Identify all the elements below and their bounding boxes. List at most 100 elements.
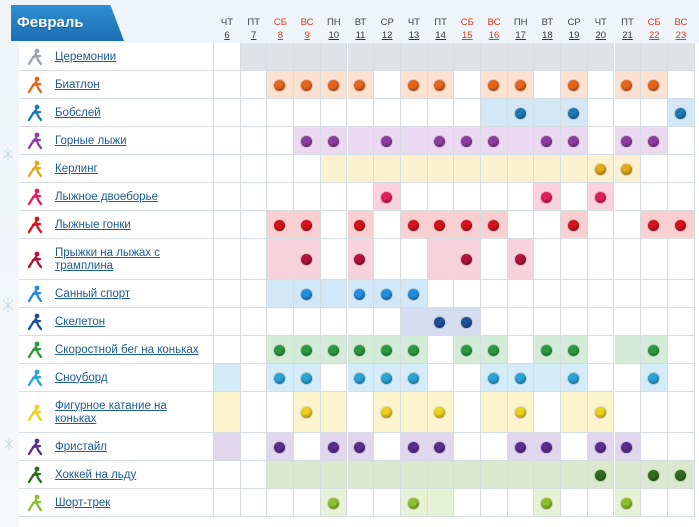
schedule-cell[interactable] (214, 127, 241, 155)
schedule-cell[interactable] (587, 461, 615, 489)
schedule-cell[interactable] (374, 364, 401, 392)
event-dot[interactable] (648, 219, 660, 231)
schedule-cell[interactable] (561, 155, 588, 183)
schedule-cell[interactable] (240, 183, 268, 211)
schedule-cell[interactable] (454, 392, 481, 433)
schedule-cell[interactable] (534, 336, 562, 364)
event-dot[interactable] (621, 497, 633, 509)
event-dot[interactable] (648, 79, 660, 91)
event-dot[interactable] (327, 135, 339, 147)
schedule-cell[interactable] (320, 392, 348, 433)
schedule-cell[interactable] (507, 155, 535, 183)
schedule-cell[interactable] (614, 239, 642, 280)
event-dot[interactable] (514, 254, 526, 265)
schedule-cell[interactable] (320, 99, 348, 127)
schedule-cell[interactable] (667, 392, 695, 433)
schedule-cell[interactable] (587, 211, 615, 239)
day-number-link[interactable]: 13 (408, 30, 420, 41)
schedule-cell[interactable] (481, 43, 508, 71)
schedule-cell[interactable] (347, 336, 375, 364)
event-dot[interactable] (300, 288, 312, 300)
schedule-cell[interactable] (294, 280, 321, 308)
schedule-cell[interactable] (667, 308, 695, 336)
schedule-cell[interactable] (454, 211, 481, 239)
schedule-cell[interactable] (214, 461, 241, 489)
schedule-cell[interactable] (347, 155, 375, 183)
schedule-cell[interactable] (320, 489, 348, 517)
day-number-link[interactable]: 20 (595, 30, 607, 41)
schedule-cell[interactable] (507, 336, 535, 364)
schedule-cell[interactable] (214, 280, 241, 308)
schedule-cell[interactable] (454, 155, 481, 183)
schedule-cell[interactable] (507, 489, 535, 517)
event-dot[interactable] (648, 469, 660, 481)
schedule-cell[interactable] (374, 280, 401, 308)
schedule-cell[interactable] (481, 433, 508, 461)
schedule-cell[interactable] (320, 364, 348, 392)
schedule-cell[interactable] (641, 392, 668, 433)
schedule-cell[interactable] (320, 211, 348, 239)
schedule-cell[interactable] (641, 433, 668, 461)
schedule-cell[interactable] (667, 211, 695, 239)
schedule-cell[interactable] (347, 239, 375, 280)
event-dot[interactable] (514, 79, 526, 91)
schedule-cell[interactable] (374, 239, 401, 280)
schedule-cell[interactable] (534, 308, 562, 336)
schedule-cell[interactable] (427, 183, 455, 211)
schedule-cell[interactable] (400, 392, 428, 433)
schedule-cell[interactable] (267, 99, 295, 127)
event-dot[interactable] (407, 219, 419, 231)
event-dot[interactable] (381, 191, 393, 203)
event-dot[interactable] (407, 344, 419, 356)
event-dot[interactable] (300, 219, 312, 231)
schedule-cell[interactable] (481, 280, 508, 308)
schedule-cell[interactable] (294, 308, 321, 336)
schedule-cell[interactable] (507, 364, 535, 392)
schedule-cell[interactable] (240, 43, 268, 71)
schedule-cell[interactable] (587, 433, 615, 461)
schedule-cell[interactable] (507, 127, 535, 155)
schedule-cell[interactable] (214, 43, 241, 71)
schedule-cell[interactable] (641, 280, 668, 308)
event-dot[interactable] (648, 135, 660, 147)
event-dot[interactable] (354, 79, 366, 91)
schedule-cell[interactable] (614, 99, 642, 127)
event-dot[interactable] (434, 441, 446, 453)
schedule-cell[interactable] (534, 461, 562, 489)
schedule-cell[interactable] (614, 336, 642, 364)
sport-link[interactable]: Бобслей (55, 106, 101, 119)
schedule-cell[interactable] (320, 127, 348, 155)
event-dot[interactable] (674, 107, 686, 119)
schedule-cell[interactable] (561, 239, 588, 280)
schedule-cell[interactable] (534, 155, 562, 183)
event-dot[interactable] (461, 219, 473, 231)
schedule-cell[interactable] (400, 239, 428, 280)
event-dot[interactable] (434, 316, 446, 328)
schedule-cell[interactable] (427, 489, 455, 517)
schedule-cell[interactable] (214, 308, 241, 336)
schedule-cell[interactable] (534, 433, 562, 461)
day-number-link[interactable]: 19 (568, 30, 580, 41)
schedule-cell[interactable] (641, 336, 668, 364)
schedule-cell[interactable] (667, 433, 695, 461)
event-dot[interactable] (621, 441, 633, 453)
event-dot[interactable] (407, 441, 419, 453)
sport-link[interactable]: Фристайл (55, 440, 107, 453)
schedule-cell[interactable] (374, 127, 401, 155)
schedule-cell[interactable] (481, 336, 508, 364)
event-dot[interactable] (274, 372, 286, 384)
schedule-cell[interactable] (641, 461, 668, 489)
schedule-cell[interactable] (267, 489, 295, 517)
schedule-cell[interactable] (427, 43, 455, 71)
schedule-cell[interactable] (240, 155, 268, 183)
event-dot[interactable] (354, 254, 366, 265)
schedule-cell[interactable] (374, 155, 401, 183)
event-dot[interactable] (300, 79, 312, 91)
schedule-cell[interactable] (667, 336, 695, 364)
schedule-cell[interactable] (320, 183, 348, 211)
schedule-cell[interactable] (534, 127, 562, 155)
schedule-cell[interactable] (427, 71, 455, 99)
schedule-cell[interactable] (614, 127, 642, 155)
schedule-cell[interactable] (481, 127, 508, 155)
event-dot[interactable] (567, 107, 579, 119)
